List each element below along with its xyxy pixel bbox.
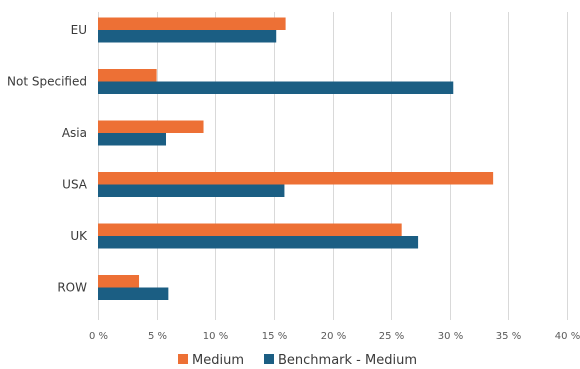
category-label: Not Specified — [7, 75, 87, 89]
bar-asia-medium — [98, 120, 204, 133]
x-tick-label: 25 % — [379, 331, 404, 342]
x-tick-label: 20 % — [321, 331, 346, 342]
bar-row-medium — [98, 275, 140, 288]
legend: Medium Benchmark - Medium — [178, 353, 417, 368]
bar-uk-benchmark-medium — [98, 236, 419, 249]
category-label: UK — [70, 229, 88, 243]
x-tick-label: 15 % — [262, 331, 287, 342]
bar-uk-medium — [98, 223, 402, 236]
bar-asia-benchmark-medium — [98, 133, 167, 146]
x-tick-label: 10 % — [203, 331, 228, 342]
legend-label: Medium — [192, 353, 244, 368]
category-label: Asia — [62, 126, 87, 140]
legend-swatch-benchmark-medium — [264, 354, 274, 364]
category-labels: EU Not Specified Asia USA UK ROW — [7, 23, 88, 295]
x-tick-labels: 0 % 5 % 10 % 15 % 20 % 25 % 30 % 35 % 40 % — [89, 331, 580, 342]
x-tick-label: 5 % — [148, 331, 167, 342]
bar-not-specified-benchmark-medium — [98, 81, 454, 94]
legend-label: Benchmark - Medium — [278, 353, 417, 368]
bar-eu-medium — [98, 17, 286, 30]
x-tick-label: 35 % — [496, 331, 521, 342]
x-tick-label: 0 % — [89, 331, 108, 342]
bar-eu-benchmark-medium — [98, 30, 277, 43]
legend-swatch-medium — [178, 354, 188, 364]
category-label: ROW — [57, 281, 87, 295]
bar-usa-benchmark-medium — [98, 184, 285, 197]
bar-row-benchmark-medium — [98, 287, 169, 300]
x-tick-label: 40 % — [555, 331, 580, 342]
bar-not-specified-medium — [98, 69, 157, 82]
gridlines — [98, 12, 568, 320]
bars — [98, 17, 494, 300]
category-label: EU — [71, 23, 87, 37]
x-tick-label: 30 % — [438, 331, 463, 342]
bar-usa-medium — [98, 172, 494, 185]
category-label: USA — [62, 178, 88, 192]
